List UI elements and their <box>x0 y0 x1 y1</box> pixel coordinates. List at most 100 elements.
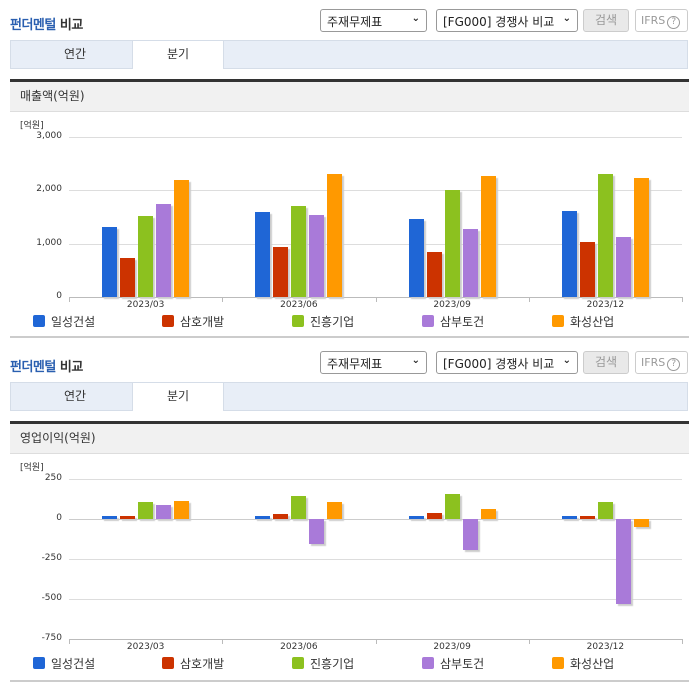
bar <box>138 502 154 519</box>
chart-legend: 일성건설 삼호개발 진흥기업 삼부토건 화성산업 <box>10 313 689 329</box>
bar <box>561 516 577 519</box>
revenue-bar-chart: [억원] 3,000 2,000 1,000 0 2023/03 2023/06 2023/0… <box>10 112 689 342</box>
legend-swatch-icon <box>552 315 564 327</box>
tab-quarterly[interactable]: 분기 <box>132 382 224 411</box>
statement-select[interactable]: 주재무제표 ⌄ <box>320 9 427 32</box>
x-tick-label: 2023/12 <box>586 300 625 310</box>
bar <box>426 251 442 297</box>
tab-annual[interactable]: 연간 <box>63 47 87 61</box>
x-axis-tick <box>682 297 683 302</box>
legend-label: 진흥기업 <box>310 315 355 329</box>
legend-item[interactable]: 일성건설 <box>33 313 95 330</box>
legend-swatch-icon <box>292 657 304 669</box>
bar <box>615 236 631 297</box>
ifrs-help-button[interactable]: IFRS? <box>635 351 688 374</box>
section-title: 펀더멘털 비교 <box>10 18 83 33</box>
legend-label: 삼호개발 <box>180 657 225 671</box>
y-tick-label: -750 <box>41 633 62 643</box>
bar <box>633 519 649 527</box>
compare-select[interactable]: [FG000] 경쟁사 비교 ⌄ <box>436 351 578 374</box>
bar <box>597 502 613 519</box>
search-button[interactable]: 검색 <box>583 9 629 32</box>
legend-swatch-icon <box>292 315 304 327</box>
chevron-down-icon: ⌄ <box>562 13 571 24</box>
chevron-down-icon: ⌄ <box>411 13 420 24</box>
fundamental-section-operating-profit: 펀더멘털 비교 주재무제표 ⌄ [FG000] 경쟁사 비교 ⌄ 검색 IFRS? … <box>0 342 696 682</box>
legend-item[interactable]: 진흥기업 <box>292 313 354 330</box>
legend-item[interactable]: 화성산업 <box>552 655 614 672</box>
bar <box>579 241 595 297</box>
section-title: 펀더멘털 비교 <box>10 360 83 375</box>
y-axis-unit-label: [억원] <box>20 121 44 131</box>
legend-item[interactable]: 삼호개발 <box>162 313 224 330</box>
period-tabs: 연간 분기 <box>10 40 688 69</box>
search-button[interactable]: 검색 <box>583 351 629 374</box>
legend-swatch-icon <box>33 657 45 669</box>
statement-select[interactable]: 주재무제표 ⌄ <box>320 351 427 374</box>
bar <box>480 175 496 297</box>
y-tick-label: -250 <box>41 553 62 563</box>
bar <box>291 496 307 519</box>
gridline <box>69 137 682 138</box>
legend-swatch-icon <box>422 657 434 669</box>
chart-legend: 일성건설 삼호개발 진흥기업 삼부토건 화성산업 <box>10 655 689 671</box>
gridline <box>69 559 682 560</box>
legend-swatch-icon <box>162 657 174 669</box>
y-tick-label: 2,000 <box>36 184 62 195</box>
bar <box>174 500 190 519</box>
bar <box>156 203 172 297</box>
bar <box>174 179 190 297</box>
legend-label: 삼부토건 <box>440 657 485 671</box>
bar <box>633 177 649 297</box>
legend-item[interactable]: 삼부토건 <box>422 313 484 330</box>
gridline <box>69 479 682 480</box>
gridline <box>69 190 682 192</box>
bar <box>615 519 631 604</box>
y-tick-label: 3,000 <box>36 131 62 141</box>
y-tick-label: -500 <box>41 593 62 603</box>
chevron-down-icon: ⌄ <box>411 355 420 366</box>
legend-item[interactable]: 삼호개발 <box>162 655 224 672</box>
legend-label: 화성산업 <box>570 657 615 671</box>
legend-item[interactable]: 일성건설 <box>33 655 95 672</box>
legend-item[interactable]: 삼부토건 <box>422 655 484 672</box>
compare-select[interactable]: [FG000] 경쟁사 비교 ⌄ <box>436 9 578 32</box>
bar <box>408 218 424 297</box>
ifrs-help-button[interactable]: IFRS? <box>635 9 688 32</box>
legend-swatch-icon <box>33 315 45 327</box>
section-header: 펀더멘털 비교 주재무제표 ⌄ [FG000] 경쟁사 비교 ⌄ 검색 IFRS? <box>0 342 696 380</box>
legend-label: 일성건설 <box>51 657 96 671</box>
bar <box>462 229 478 297</box>
y-tick-label: 250 <box>44 473 62 483</box>
legend-swatch-icon <box>552 657 564 669</box>
bar <box>480 508 496 519</box>
tab-quarterly[interactable]: 분기 <box>132 40 224 69</box>
x-axis-tick <box>69 297 70 302</box>
legend-label: 일성건설 <box>51 315 96 329</box>
x-axis-tick <box>528 639 530 644</box>
bar <box>156 505 172 519</box>
bar <box>120 516 136 519</box>
help-icon: ? <box>667 16 681 29</box>
y-tick-label: 0 <box>56 513 62 523</box>
tab-annual[interactable]: 연간 <box>63 389 87 403</box>
bar <box>444 190 460 297</box>
legend-item[interactable]: 진흥기업 <box>292 655 354 672</box>
x-tick-label: 2023/09 <box>433 300 471 310</box>
legend-swatch-icon <box>162 315 174 327</box>
x-tick-label: 2023/09 <box>433 642 471 652</box>
gridline <box>69 243 682 245</box>
panel-title: 영업이익(억원) <box>10 421 689 454</box>
bar <box>255 515 271 519</box>
legend-item[interactable]: 화성산업 <box>552 313 614 330</box>
x-tick-label: 2023/12 <box>586 642 625 652</box>
x-axis-tick <box>528 297 530 302</box>
bar <box>426 512 442 519</box>
panel-title: 매출액(억원) <box>10 79 689 112</box>
operating-profit-bar-chart: [억원] 250 0 -250 -500 -750 2023/03 2023/06 2023/0… <box>10 454 689 684</box>
bar <box>138 215 154 297</box>
x-axis-tick <box>682 639 683 644</box>
bar <box>462 519 478 551</box>
bar <box>408 516 424 519</box>
legend-label: 화성산업 <box>570 315 615 329</box>
